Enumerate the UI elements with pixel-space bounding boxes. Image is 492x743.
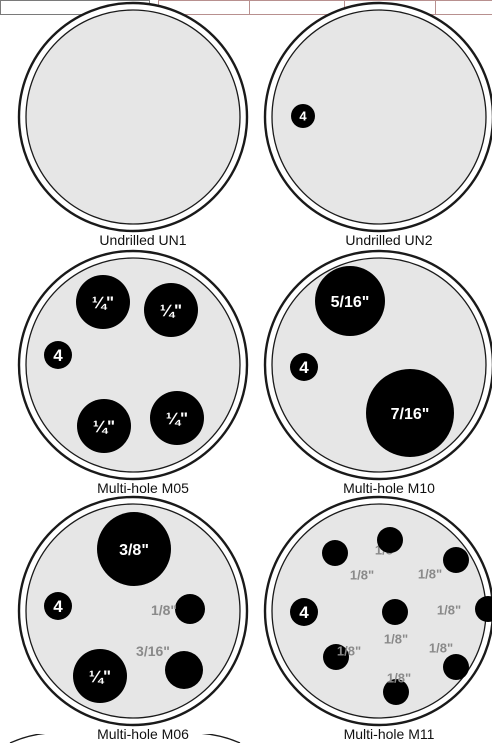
hole-size-label: ¼" [93,417,115,436]
hole-size-label: 1/8" [429,641,453,656]
hole [97,512,171,586]
hole [323,644,349,670]
plate-card-un2[interactable]: 4 Undrilled UN2 [263,1,492,248]
plate-disc: 3/8" 4 1/8" 3/16" ¼" [17,495,249,727]
number-badge [44,341,72,369]
hole [475,596,492,622]
hole-size-label: ¼" [160,301,182,320]
number-badge-label: 4 [299,358,309,377]
plate-card-m11[interactable]: 1/8"1/8"1/8"41/8"1/8"1/8"1/8"1/8" Multi-… [263,495,492,742]
plate-caption: Multi-hole M10 [343,480,435,496]
next-row-peek [9,734,241,743]
number-badge-label: 4 [53,346,63,365]
hole-size-label: 3/8" [119,542,149,559]
hole [73,649,127,703]
hole-size-label: ¼" [89,667,111,686]
hole [322,540,348,566]
plate-caption: Undrilled UN1 [99,232,187,248]
number-badge [44,592,72,620]
plate-card-un1[interactable]: Undrilled UN1 [17,1,266,248]
hole-size-label: 1/8" [384,632,408,647]
plate-disc: 4 [263,1,492,233]
hole-size-label: 1/8" [350,568,374,583]
hole [144,283,198,337]
hole-size-label: 1/8" [418,567,442,582]
plate-disc [17,1,249,233]
hole-size-label: 1/8" [151,602,177,618]
hole-size-label: 1/8" [337,644,361,659]
number-badge-label: 4 [299,109,307,124]
plate-card-m06[interactable]: 3/8" 4 1/8" 3/16" ¼" Multi-hole M06 [17,495,266,742]
hole-size-label: 7/16" [391,406,430,423]
plate-face [25,9,241,225]
hole-size-label: 5/16" [331,294,370,311]
plate-disc: 1/8"1/8"1/8"41/8"1/8"1/8"1/8"1/8" [263,495,492,727]
top-strip-cell [435,0,492,15]
plate-card-m10[interactable]: 5/16" 4 7/16" Multi-hole M10 [263,249,492,496]
hole [315,266,385,336]
hole [150,391,204,445]
plate-disc: ¼" ¼" 4 ¼" ¼" [17,249,249,481]
plate-caption: Multi-hole M06 [97,726,189,742]
plate-disc: 5/16" 4 7/16" [263,249,492,481]
number-badge-label: 4 [53,597,63,616]
plate-caption: Multi-hole M11 [343,726,435,742]
hole [366,369,454,457]
number-badge [290,353,318,381]
hole-size-label: 3/16" [136,643,170,659]
number-badge [291,104,315,128]
number-badge [290,598,318,626]
hole [383,679,409,705]
hole [382,599,408,625]
plate-caption: Multi-hole M05 [97,480,189,496]
hole-size-label: 1/8" [437,603,461,618]
hole [77,399,131,453]
hole [443,654,469,680]
number-badge-label: 4 [299,603,309,622]
hole-size-label: ¼" [166,409,188,428]
hole [165,651,203,689]
hole-size-label: ¼" [92,293,114,312]
hole [443,547,469,573]
hole [377,527,403,553]
plate-face [271,9,487,225]
plate-caption: Undrilled UN2 [345,232,433,248]
hole-size-label: 1/8" [387,671,411,686]
hole [175,594,205,624]
plate-card-m05[interactable]: ¼" ¼" 4 ¼" ¼" Multi-hole M05 [17,249,266,496]
hole [76,275,130,329]
